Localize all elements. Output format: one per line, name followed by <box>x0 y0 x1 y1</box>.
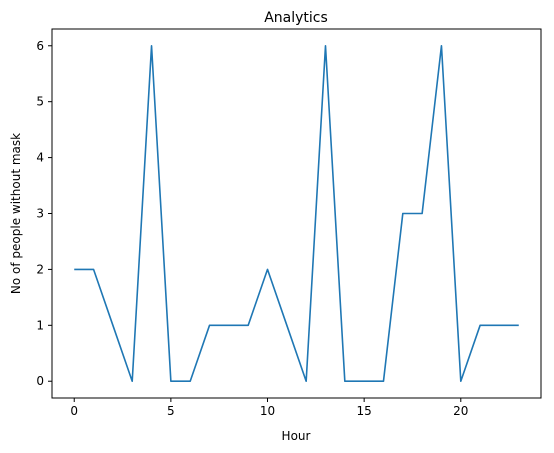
series-line <box>74 44 519 383</box>
y-tick-label: 2 <box>36 262 44 276</box>
chart-title: Analytics <box>264 10 328 26</box>
x-tick-label: 10 <box>260 404 275 418</box>
x-tick-label: 0 <box>70 404 78 418</box>
x-tick-label: 5 <box>167 404 175 418</box>
y-tick-label: 0 <box>36 374 44 388</box>
y-tick-label: 4 <box>36 151 44 165</box>
x-tick-label: 15 <box>357 404 372 418</box>
x-axis-label: Hour <box>282 429 311 443</box>
y-tick-label: 3 <box>36 207 44 221</box>
y-tick-label: 5 <box>36 95 44 109</box>
y-axis-label: No of people without mask <box>9 133 23 294</box>
x-tick-label: 20 <box>453 404 468 418</box>
y-tick-label: 6 <box>36 39 44 53</box>
y-tick-label: 1 <box>36 318 44 332</box>
plot-area-frame <box>51 28 542 399</box>
